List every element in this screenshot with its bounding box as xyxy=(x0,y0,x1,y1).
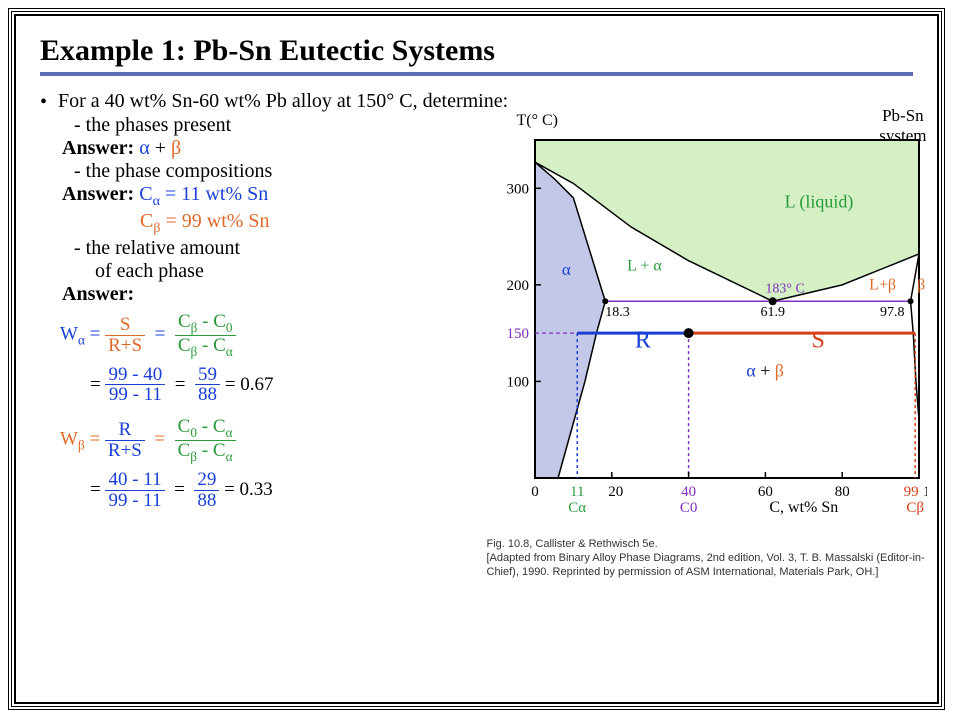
svg-text:150: 150 xyxy=(506,326,529,342)
svg-text:Cα: Cα xyxy=(568,500,586,516)
eq-wbeta-1: Wβ = RR+S = C0 - CαCβ - Cα xyxy=(60,417,477,464)
svg-text:C, wt% Sn: C, wt% Sn xyxy=(769,499,838,516)
eq-walpha-1: Wα = SR+S = Cβ - C0Cβ - Cα xyxy=(60,312,477,359)
svg-text:100: 100 xyxy=(506,374,529,390)
right-column: T(° C) Pb-Sn system 10020030015001120406… xyxy=(487,114,927,579)
q3a: - the relative amount xyxy=(74,237,477,260)
outer-frame: Example 1: Pb-Sn Eutectic Systems • For … xyxy=(8,8,945,710)
q1: - the phases present xyxy=(74,114,477,137)
svg-text:80: 80 xyxy=(834,484,849,500)
figure-caption: Fig. 10.8, Callister & Rethwisch 5e. [Ad… xyxy=(487,538,927,579)
phase-diagram: T(° C) Pb-Sn system 10020030015001120406… xyxy=(487,114,927,534)
svg-text:183° C: 183° C xyxy=(765,282,804,297)
svg-text:97.8: 97.8 xyxy=(880,305,905,320)
slide-title: Example 1: Pb-Sn Eutectic Systems xyxy=(40,34,913,68)
q3b: of each phase xyxy=(95,260,477,283)
chart-svg: 100 200 300 150 0 11 20 40 60 80 99 100 Cα C0 Cβ C, wt%… xyxy=(487,114,927,534)
result-033: = 0.33 xyxy=(224,479,273,500)
a2-beta: Cβ = 99 wt% Sn xyxy=(140,210,477,237)
svg-text:61.9: 61.9 xyxy=(760,305,785,320)
svg-text:S: S xyxy=(811,328,824,354)
a2-alpha: Cα = 11 wt% Sn xyxy=(139,183,268,205)
bullet-dot: • xyxy=(40,90,58,114)
svg-text:100: 100 xyxy=(923,484,927,500)
a1-alpha: α xyxy=(139,137,149,159)
svg-text:C0: C0 xyxy=(679,500,697,516)
svg-text:18.3: 18.3 xyxy=(605,305,630,320)
svg-text:β: β xyxy=(917,277,925,294)
a3: Answer: xyxy=(62,283,477,306)
a1-beta: β xyxy=(171,137,181,159)
svg-text:L + α: L + α xyxy=(627,257,662,274)
inner-frame: Example 1: Pb-Sn Eutectic Systems • For … xyxy=(14,14,939,704)
svg-text:α: α xyxy=(561,260,570,279)
bullet-row: • For a 40 wt% Sn-60 wt% Pb alloy at 150… xyxy=(40,90,913,114)
eq-wbeta-2: = 40 - 1199 - 11 = 2988 = 0.33 xyxy=(90,470,477,511)
svg-text:40: 40 xyxy=(681,484,696,500)
svg-text:11: 11 xyxy=(570,484,584,500)
svg-text:L (liquid): L (liquid) xyxy=(784,192,853,213)
svg-text:Cβ: Cβ xyxy=(906,500,924,516)
svg-text:R: R xyxy=(634,328,650,354)
svg-text:60: 60 xyxy=(757,484,772,500)
svg-text:99: 99 xyxy=(903,484,918,500)
eq-walpha-2: = 99 - 4099 - 11 = 5988 = 0.67 xyxy=(90,365,477,406)
svg-text:α + β: α + β xyxy=(746,361,784,381)
answer-label: Answer: xyxy=(62,183,134,205)
svg-text:0: 0 xyxy=(531,484,539,500)
answer-label: Answer: xyxy=(62,137,134,159)
svg-text:L+β: L+β xyxy=(869,277,896,294)
a1: Answer: α + β xyxy=(62,137,477,160)
left-column: - the phases present Answer: α + β - the… xyxy=(40,114,477,579)
result-067: = 0.67 xyxy=(225,373,274,394)
a1-plus: + xyxy=(150,137,171,159)
a2: Answer: Cα = 11 wt% Sn xyxy=(62,183,477,210)
svg-text:300: 300 xyxy=(506,181,529,197)
answer-label: Answer: xyxy=(62,283,134,305)
svg-text:200: 200 xyxy=(506,278,529,294)
q2: - the phase compositions xyxy=(74,160,477,183)
bullet-text: For a 40 wt% Sn-60 wt% Pb alloy at 150° … xyxy=(58,90,508,113)
content-columns: - the phases present Answer: α + β - the… xyxy=(40,114,913,579)
title-underline xyxy=(40,72,913,76)
svg-text:20: 20 xyxy=(608,484,623,500)
